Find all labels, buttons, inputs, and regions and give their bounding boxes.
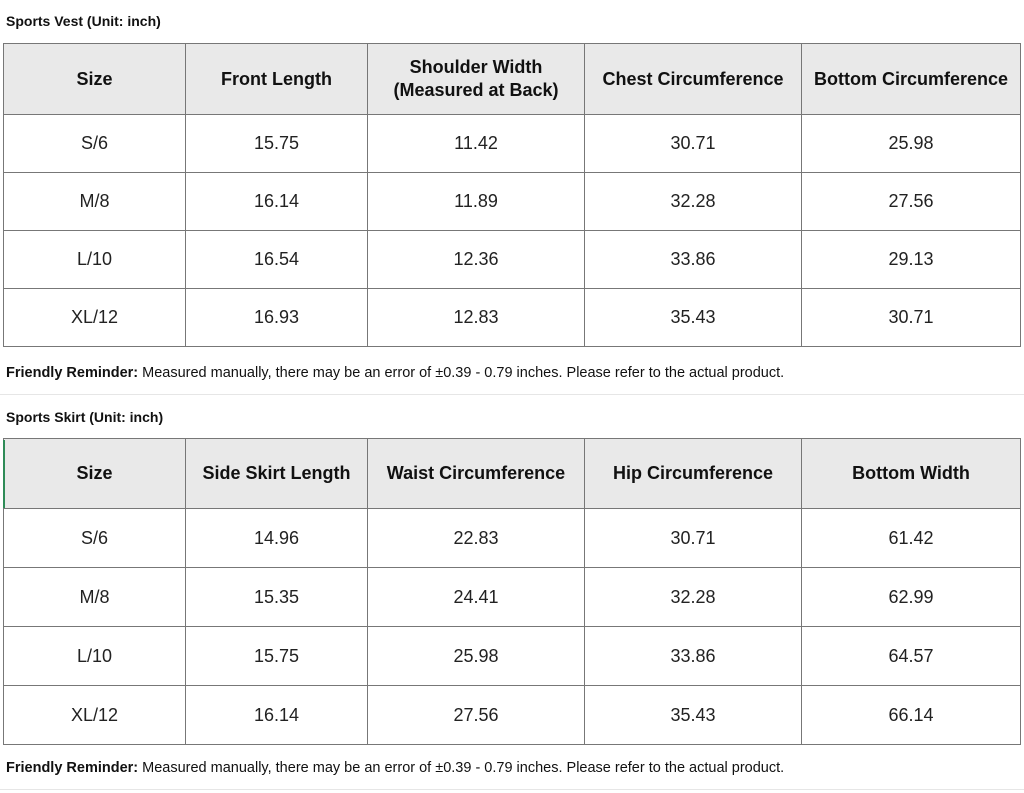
table-cell: 30.71 bbox=[584, 508, 802, 568]
table-cell: 27.56 bbox=[801, 172, 1021, 231]
table-cell: 25.98 bbox=[367, 626, 585, 686]
skirt-reminder: Friendly Reminder: Measured manually, th… bbox=[0, 746, 1024, 790]
table-row: S/6 15.75 11.42 30.71 25.98 bbox=[3, 114, 1021, 173]
reminder-label: Friendly Reminder: bbox=[6, 364, 139, 381]
table-row: L/10 16.54 12.36 33.86 29.13 bbox=[3, 230, 1021, 289]
table-cell: 25.98 bbox=[801, 114, 1021, 173]
vest-section-title: Sports Vest (Unit: inch) bbox=[0, 0, 1024, 42]
skirt-header-side-skirt-length: Side Skirt Length bbox=[185, 438, 368, 509]
table-cell: 14.96 bbox=[185, 508, 368, 568]
table-cell: M/8 bbox=[3, 172, 186, 231]
vest-reminder: Friendly Reminder: Measured manually, th… bbox=[0, 351, 1024, 395]
table-cell: 30.71 bbox=[801, 288, 1021, 347]
table-cell: S/6 bbox=[3, 114, 186, 173]
table-cell: 66.14 bbox=[801, 685, 1021, 745]
skirt-header-hip-circumference: Hip Circumference bbox=[584, 438, 802, 509]
table-cell: 15.75 bbox=[185, 626, 368, 686]
table-row: S/6 14.96 22.83 30.71 61.42 bbox=[3, 508, 1021, 568]
table-cell: L/10 bbox=[3, 626, 186, 686]
table-cell: 33.86 bbox=[584, 626, 802, 686]
table-cell: L/10 bbox=[3, 230, 186, 289]
table-cell: S/6 bbox=[3, 508, 186, 568]
table-cell: 24.41 bbox=[367, 567, 585, 627]
vest-header-front-length: Front Length bbox=[185, 43, 368, 115]
reminder-text: Measured manually, there may be an error… bbox=[142, 364, 785, 381]
reminder-label: Friendly Reminder: bbox=[6, 759, 139, 776]
skirt-header-size: Size bbox=[3, 438, 186, 509]
vest-header-row: Size Front Length Shoulder Width (Measur… bbox=[3, 43, 1021, 115]
table-row: XL/12 16.14 27.56 35.43 66.14 bbox=[3, 685, 1021, 745]
table-cell: 12.36 bbox=[367, 230, 585, 289]
table-cell: 35.43 bbox=[584, 288, 802, 347]
table-row: M/8 16.14 11.89 32.28 27.56 bbox=[3, 172, 1021, 231]
table-cell: 32.28 bbox=[584, 172, 802, 231]
skirt-header-waist-circumference: Waist Circumference bbox=[367, 438, 585, 509]
skirt-header-bottom-width: Bottom Width bbox=[801, 438, 1021, 509]
table-cell: 12.83 bbox=[367, 288, 585, 347]
table-cell: 15.75 bbox=[185, 114, 368, 173]
table-cell: 11.42 bbox=[367, 114, 585, 173]
table-cell: 35.43 bbox=[584, 685, 802, 745]
table-cell: XL/12 bbox=[3, 685, 186, 745]
table-cell: 22.83 bbox=[367, 508, 585, 568]
table-row: M/8 15.35 24.41 32.28 62.99 bbox=[3, 567, 1021, 627]
table-cell: 16.93 bbox=[185, 288, 368, 347]
vest-header-size: Size bbox=[3, 43, 186, 115]
table-cell: 32.28 bbox=[584, 567, 802, 627]
table-cell: XL/12 bbox=[3, 288, 186, 347]
vest-header-bottom-circumference: Bottom Circumference bbox=[801, 43, 1021, 115]
table-cell: 16.54 bbox=[185, 230, 368, 289]
table-cell: 11.89 bbox=[367, 172, 585, 231]
table-cell: 61.42 bbox=[801, 508, 1021, 568]
table-cell: 16.14 bbox=[185, 685, 368, 745]
selection-edge-marker bbox=[3, 440, 5, 508]
table-cell: 33.86 bbox=[584, 230, 802, 289]
table-cell: 16.14 bbox=[185, 172, 368, 231]
table-cell: 62.99 bbox=[801, 567, 1021, 627]
skirt-section-title: Sports Skirt (Unit: inch) bbox=[0, 396, 1024, 438]
skirt-header-row: Size Side Skirt Length Waist Circumferen… bbox=[3, 438, 1021, 509]
reminder-text: Measured manually, there may be an error… bbox=[142, 759, 785, 776]
vest-size-table: Size Front Length Shoulder Width (Measur… bbox=[3, 43, 1021, 347]
table-row: L/10 15.75 25.98 33.86 64.57 bbox=[3, 626, 1021, 686]
table-cell: 64.57 bbox=[801, 626, 1021, 686]
skirt-size-table: Size Side Skirt Length Waist Circumferen… bbox=[3, 438, 1021, 745]
vest-header-chest-circumference: Chest Circumference bbox=[584, 43, 802, 115]
table-cell: M/8 bbox=[3, 567, 186, 627]
vest-header-shoulder-width: Shoulder Width (Measured at Back) bbox=[367, 43, 585, 115]
table-cell: 29.13 bbox=[801, 230, 1021, 289]
table-cell: 15.35 bbox=[185, 567, 368, 627]
table-cell: 27.56 bbox=[367, 685, 585, 745]
table-cell: 30.71 bbox=[584, 114, 802, 173]
table-row: XL/12 16.93 12.83 35.43 30.71 bbox=[3, 288, 1021, 347]
